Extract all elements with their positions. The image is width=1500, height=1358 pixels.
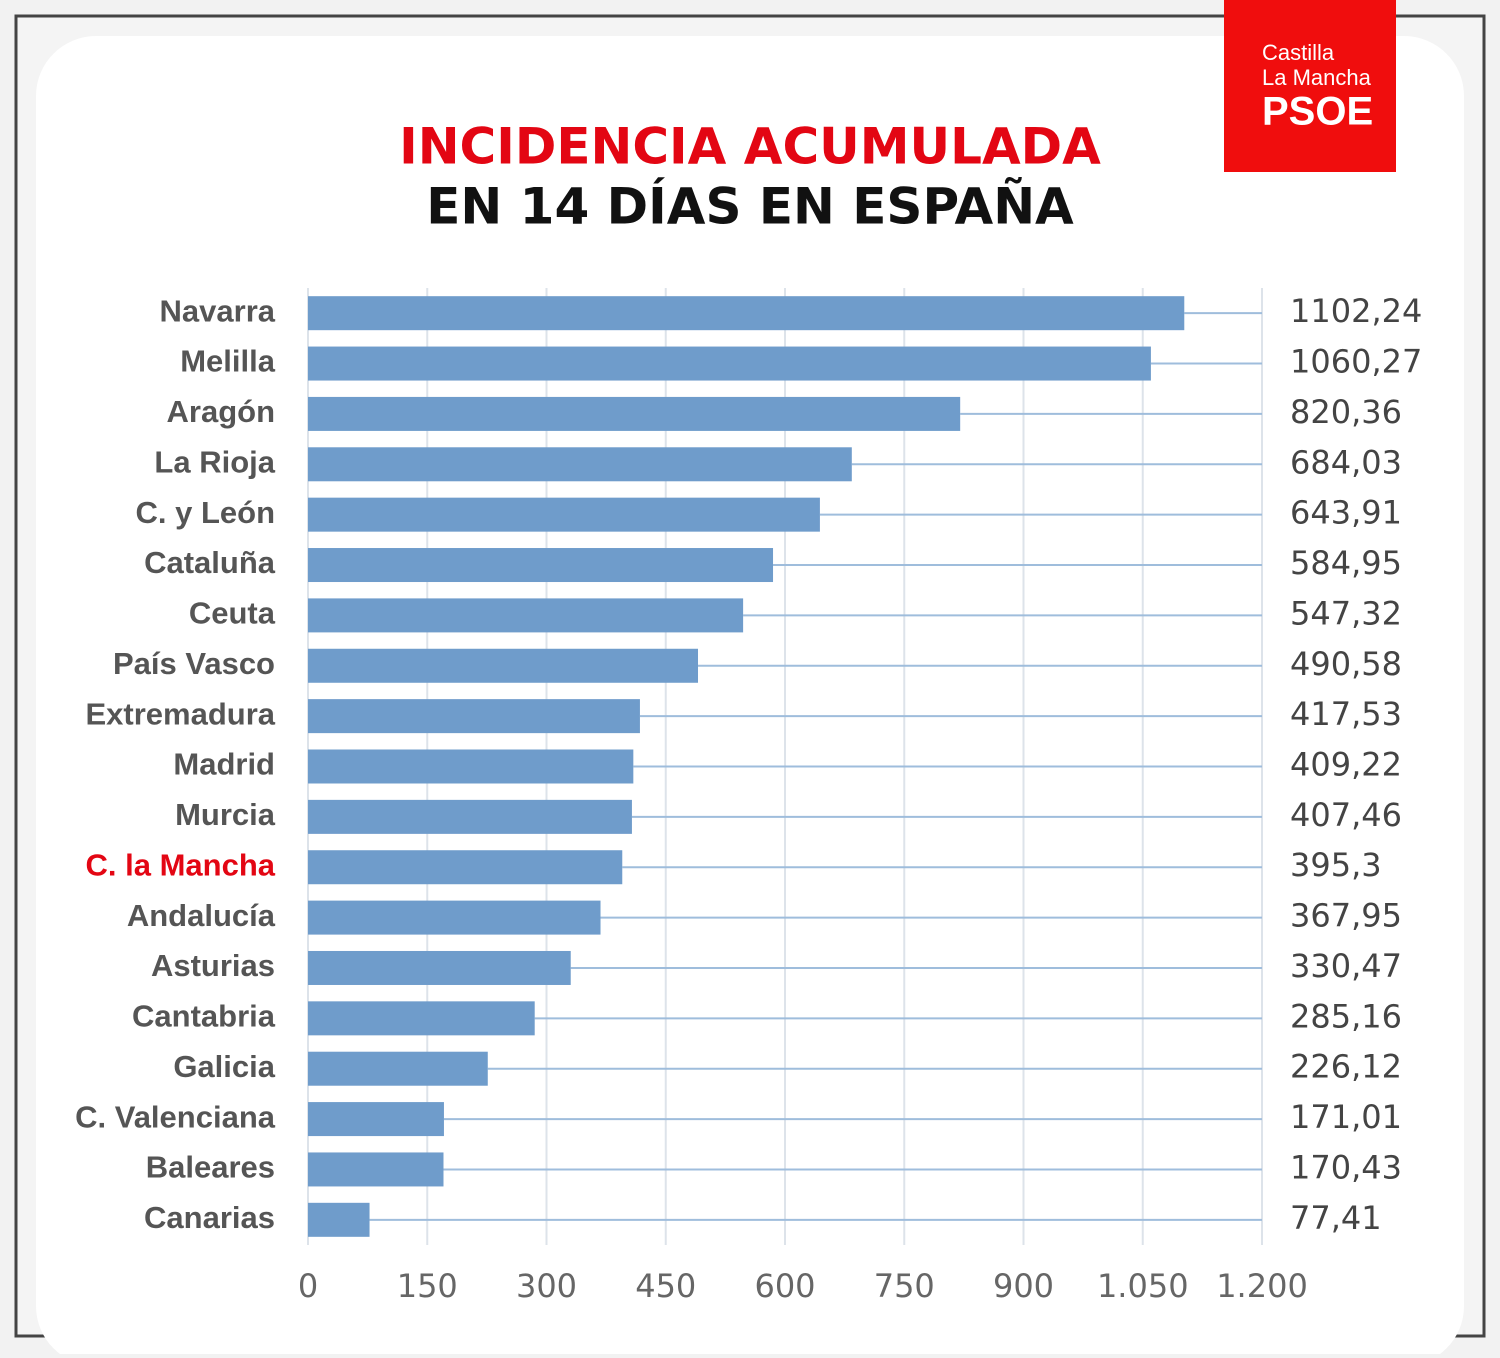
y-tick-label: Andalucía bbox=[127, 898, 276, 933]
value-label: 226,12 bbox=[1290, 1048, 1402, 1086]
value-label: 1060,27 bbox=[1290, 343, 1422, 381]
y-tick-label: Galicia bbox=[173, 1049, 275, 1084]
bar bbox=[308, 396, 961, 431]
value-label: 367,95 bbox=[1290, 897, 1402, 935]
value-label: 820,36 bbox=[1290, 393, 1402, 431]
bar bbox=[308, 548, 774, 583]
y-tick-label: Navarra bbox=[160, 293, 276, 328]
y-tick-label: Canarias bbox=[144, 1200, 275, 1235]
logo-text: Castilla bbox=[1262, 40, 1335, 65]
x-tick-label: 750 bbox=[874, 1267, 935, 1305]
y-tick-label: Murcia bbox=[175, 797, 276, 832]
value-label: 409,22 bbox=[1290, 746, 1402, 784]
y-tick-label: Madrid bbox=[173, 747, 275, 782]
bar bbox=[308, 1001, 535, 1036]
x-tick-label: 600 bbox=[754, 1267, 815, 1305]
value-label: 643,91 bbox=[1290, 494, 1402, 532]
bar bbox=[308, 1202, 370, 1237]
value-label: 171,01 bbox=[1290, 1098, 1402, 1136]
y-tick-label: Aragón bbox=[167, 394, 276, 429]
y-tick-label: Asturias bbox=[151, 948, 275, 983]
bar bbox=[308, 447, 852, 482]
y-tick-label: C. y León bbox=[135, 495, 275, 530]
value-label: 407,46 bbox=[1290, 796, 1402, 834]
chart-title: INCIDENCIA ACUMULADA bbox=[399, 118, 1101, 176]
y-tick-label: Cantabria bbox=[132, 999, 276, 1034]
value-label: 77,41 bbox=[1290, 1199, 1382, 1237]
value-label: 285,16 bbox=[1290, 997, 1402, 1035]
value-label: 170,43 bbox=[1290, 1148, 1402, 1186]
bar bbox=[308, 598, 744, 633]
y-tick-label: La Rioja bbox=[154, 444, 275, 479]
bar bbox=[308, 648, 699, 683]
bar bbox=[308, 749, 634, 784]
y-tick-label: Cataluña bbox=[144, 545, 276, 580]
y-tick-label: Baleares bbox=[146, 1150, 275, 1185]
value-label: 490,58 bbox=[1290, 645, 1402, 683]
bar bbox=[308, 346, 1151, 381]
x-tick-label: 0 bbox=[298, 1267, 318, 1305]
value-label: 584,95 bbox=[1290, 544, 1402, 582]
x-tick-label: 300 bbox=[516, 1267, 577, 1305]
bar bbox=[308, 950, 571, 985]
y-tick-label: Melilla bbox=[180, 344, 276, 379]
bar bbox=[308, 799, 632, 834]
bar bbox=[308, 296, 1185, 331]
logo-text: La Mancha bbox=[1262, 65, 1372, 90]
bar bbox=[308, 1102, 444, 1137]
x-tick-label: 150 bbox=[397, 1267, 458, 1305]
bar bbox=[308, 497, 820, 532]
bar bbox=[308, 1051, 488, 1086]
y-tick-label: C. la Mancha bbox=[86, 847, 276, 882]
value-label: 417,53 bbox=[1290, 695, 1402, 733]
y-tick-label: País Vasco bbox=[113, 646, 275, 681]
value-label: 330,47 bbox=[1290, 947, 1402, 985]
bar bbox=[308, 850, 623, 885]
logo-brand: PSOE bbox=[1262, 90, 1373, 134]
x-tick-label: 450 bbox=[635, 1267, 696, 1305]
y-tick-label: C. Valenciana bbox=[75, 1099, 276, 1134]
value-label: 684,03 bbox=[1290, 443, 1402, 481]
logo-box bbox=[1224, 0, 1396, 172]
chart-subtitle: EN 14 DÍAS EN ESPAÑA bbox=[426, 177, 1074, 236]
x-tick-label: 1.200 bbox=[1216, 1267, 1308, 1305]
y-tick-label: Ceuta bbox=[189, 596, 276, 631]
value-label: 1102,24 bbox=[1290, 292, 1422, 330]
y-tick-label: Extremadura bbox=[85, 696, 275, 731]
bar bbox=[308, 699, 640, 734]
x-tick-label: 900 bbox=[993, 1267, 1054, 1305]
bar bbox=[308, 900, 601, 935]
x-tick-label: 1.050 bbox=[1097, 1267, 1189, 1305]
bar bbox=[308, 1152, 444, 1187]
value-label: 547,32 bbox=[1290, 594, 1402, 632]
value-label: 395,3 bbox=[1290, 846, 1382, 884]
